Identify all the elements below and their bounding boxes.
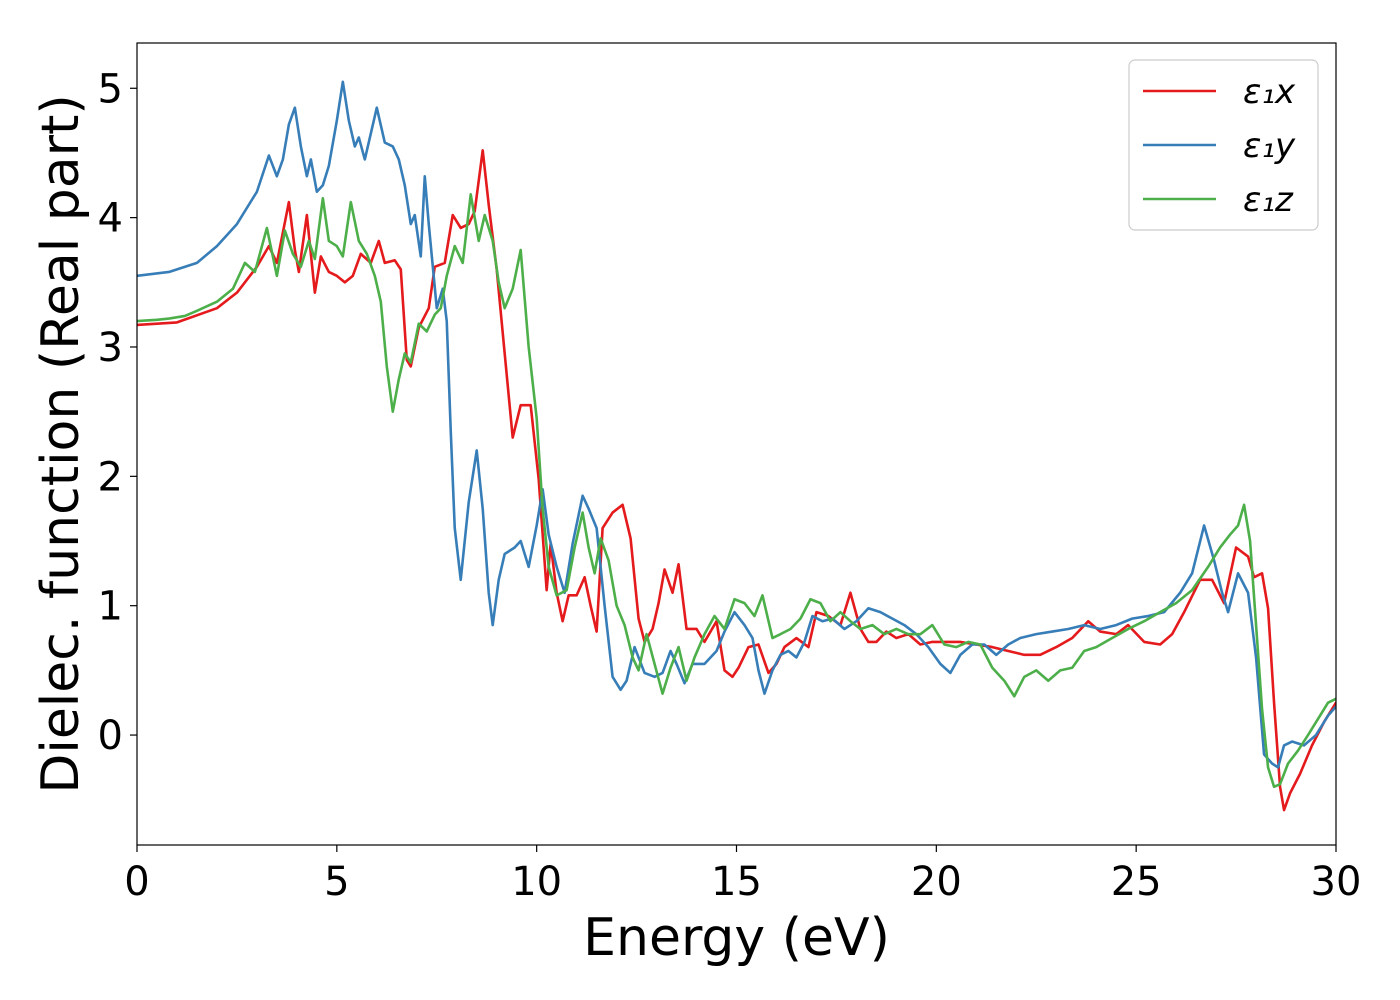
y-tick-label: 4: [98, 196, 123, 242]
x-tick-label: 20: [911, 859, 962, 905]
x-tick-label: 0: [124, 859, 149, 905]
x-tick-label: 25: [1111, 859, 1162, 905]
legend-box: [1128, 59, 1319, 231]
y-tick-label: 5: [98, 66, 123, 112]
y-axis: 0 1 2 3 4 5: [98, 66, 137, 759]
x-tick-label: 5: [324, 859, 349, 905]
x-axis-title: Energy (eV): [583, 908, 890, 968]
series-line-2: [137, 193, 1336, 789]
x-axis: 0 5 10 15 20 25 30: [124, 845, 1361, 905]
y-tick-label: 0: [98, 713, 123, 759]
legend-label-1: ε₁y: [1243, 126, 1296, 166]
legend-label-0: ε₁x: [1243, 72, 1296, 112]
y-axis-title: Dielec. function (Real part): [31, 94, 91, 793]
y-tick-label: 2: [98, 454, 123, 500]
x-tick-label: 10: [511, 859, 562, 905]
series-layer: [137, 80, 1336, 812]
legend-label-2: ε₁z: [1243, 180, 1294, 220]
y-tick-label: 1: [98, 584, 123, 630]
x-tick-label: 30: [1311, 859, 1362, 905]
x-tick-label: 15: [711, 859, 762, 905]
series-line-1: [137, 80, 1336, 769]
legend: ε₁x ε₁y ε₁z: [1128, 59, 1319, 231]
y-tick-label: 3: [98, 325, 123, 371]
